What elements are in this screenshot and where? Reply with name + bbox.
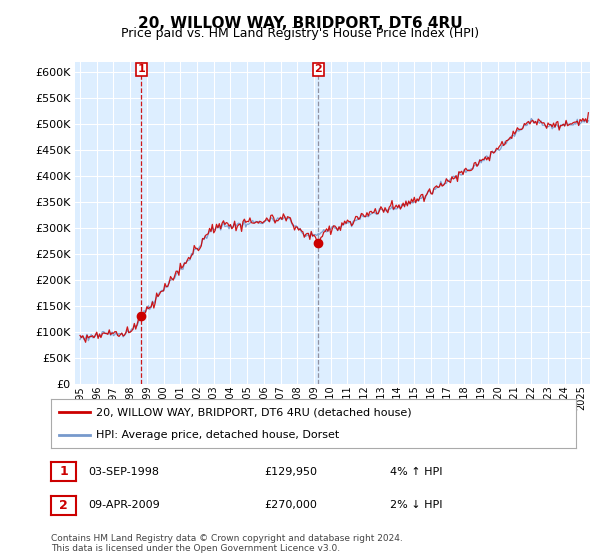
Text: Contains HM Land Registry data © Crown copyright and database right 2024.
This d: Contains HM Land Registry data © Crown c… [51,534,403,553]
Text: Price paid vs. HM Land Registry's House Price Index (HPI): Price paid vs. HM Land Registry's House … [121,27,479,40]
Text: 4% ↑ HPI: 4% ↑ HPI [390,466,443,477]
Text: 20, WILLOW WAY, BRIDPORT, DT6 4RU: 20, WILLOW WAY, BRIDPORT, DT6 4RU [137,16,463,31]
Text: 2: 2 [59,498,68,512]
Text: 2% ↓ HPI: 2% ↓ HPI [390,500,443,510]
Text: 09-APR-2009: 09-APR-2009 [88,500,160,510]
Text: £270,000: £270,000 [264,500,317,510]
Text: 2: 2 [314,64,322,74]
Text: 1: 1 [137,64,145,74]
Text: 03-SEP-1998: 03-SEP-1998 [88,466,159,477]
Text: £129,950: £129,950 [264,466,317,477]
Text: 20, WILLOW WAY, BRIDPORT, DT6 4RU (detached house): 20, WILLOW WAY, BRIDPORT, DT6 4RU (detac… [95,407,411,417]
Text: 1: 1 [59,465,68,478]
Text: HPI: Average price, detached house, Dorset: HPI: Average price, detached house, Dors… [95,430,339,440]
